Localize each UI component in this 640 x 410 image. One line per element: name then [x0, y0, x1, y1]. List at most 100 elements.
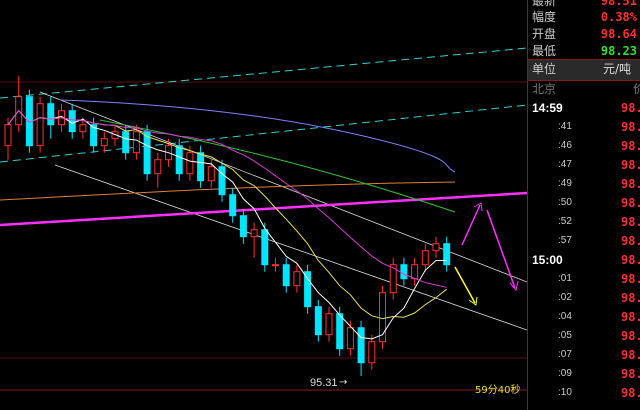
tick-price: 98. [621, 215, 640, 229]
candle-body [346, 327, 354, 350]
tick-row: :47 98. [528, 156, 640, 174]
candle [79, 117, 87, 139]
candle [47, 96, 55, 139]
trend-line [0, 191, 527, 227]
tick-row: 14:59 98. [528, 99, 640, 117]
candle-body [432, 243, 440, 252]
candle [379, 285, 386, 349]
long-ma-line [99, 119, 456, 213]
candle-body [443, 243, 451, 266]
candle-body [336, 313, 344, 350]
candle-body [122, 131, 130, 154]
candle-body [36, 103, 44, 147]
candle [293, 264, 301, 293]
candle [325, 306, 333, 342]
candle-body [207, 166, 215, 182]
candle [314, 299, 322, 342]
candle-body [68, 110, 76, 133]
candle [443, 236, 451, 272]
tick-time: :02 [558, 292, 572, 303]
candle [357, 320, 365, 376]
tick-row: :57 98. [528, 232, 640, 250]
candle-body [272, 264, 279, 267]
tick-price: 98. [621, 158, 640, 172]
tick-price: 98. [621, 329, 640, 343]
tick-price: 98. [621, 310, 640, 324]
arrow-down-yellow-icon [454, 266, 476, 304]
candle [197, 145, 205, 188]
candle-body [239, 215, 247, 238]
grid [0, 81, 527, 391]
candlestick-chart[interactable]: 95.31 → 59分40秒 [0, 0, 527, 410]
unit-row: 单位 元/吨 [528, 59, 640, 81]
mid-dashed-line [0, 104, 527, 163]
tick-price: 98. [621, 139, 640, 153]
candle [261, 222, 269, 272]
candle-body [421, 250, 429, 266]
tz-row: 北京价 [532, 82, 640, 96]
tick-time: :50 [558, 197, 572, 208]
long-ma-line [0, 181, 456, 201]
candle [389, 257, 397, 300]
candle-body [250, 229, 258, 238]
tick-time: :41 [558, 121, 572, 132]
candle [4, 117, 12, 160]
tick-price: 98. [621, 367, 640, 381]
candle-body [229, 194, 237, 217]
tick-row: :04 98. [528, 308, 640, 326]
tick-time: :10 [558, 387, 572, 398]
upper-dashed-line [0, 47, 527, 99]
candle-body [143, 131, 151, 175]
tick-price: 98. [621, 177, 640, 191]
candle-body [132, 131, 140, 154]
candle-body [325, 313, 333, 336]
tick-row: :50 98. [528, 194, 640, 212]
tick-row: :07 98. [528, 346, 640, 364]
candle [368, 334, 376, 370]
tick-price: 98. [621, 386, 640, 400]
quote-panel: 最新 98.51 幅度 0.38% 开盘 98.64 最低 98.23 单位 元/吨 北京… [527, 0, 640, 410]
candle-body [186, 152, 194, 175]
tick-row: 15:00 98. [528, 251, 640, 269]
candle-body [293, 271, 301, 287]
tick-row: :10 98. [528, 384, 640, 402]
candle [421, 243, 429, 272]
candle-body [389, 264, 397, 294]
tick-row: :02 98. [528, 289, 640, 307]
candle-body [4, 124, 12, 147]
candle [272, 257, 279, 272]
candle-body [282, 264, 290, 287]
tick-price: 98. [621, 234, 640, 248]
candle-body [175, 145, 183, 175]
arrow-mark: → [339, 377, 347, 388]
candle-body [357, 327, 365, 364]
ma20-line [7, 109, 447, 288]
tick-row: :52 98. [528, 213, 640, 231]
candle [400, 257, 408, 286]
candle [154, 152, 162, 188]
tick-row: :09 98. [528, 365, 640, 383]
candle-body [47, 103, 55, 126]
open-row: 开盘 98.64 [532, 27, 637, 41]
low-price-label: 95.31 [310, 377, 338, 389]
tick-time: :07 [558, 349, 572, 360]
tick-time: :49 [558, 178, 572, 189]
candle-body [304, 271, 312, 308]
candle [100, 131, 108, 153]
tick-time: :46 [558, 140, 572, 151]
tick-time: :09 [558, 368, 572, 379]
tick-time: 14:59 [532, 101, 563, 115]
candle-body [368, 341, 376, 364]
candle [175, 138, 183, 181]
tick-price: 98. [621, 272, 640, 286]
channel-lines [0, 47, 527, 331]
candle [229, 187, 237, 223]
arrow-up-icon [461, 204, 481, 246]
candles [4, 75, 451, 376]
range-row: 幅度 0.38% [532, 10, 637, 24]
low-row: 最低 98.23 [532, 44, 637, 58]
tick-price: 98. [621, 291, 640, 305]
tick-row: :46 98. [528, 137, 640, 155]
tick-row: :01 98. [528, 270, 640, 288]
tick-row: :05 98. [528, 327, 640, 345]
